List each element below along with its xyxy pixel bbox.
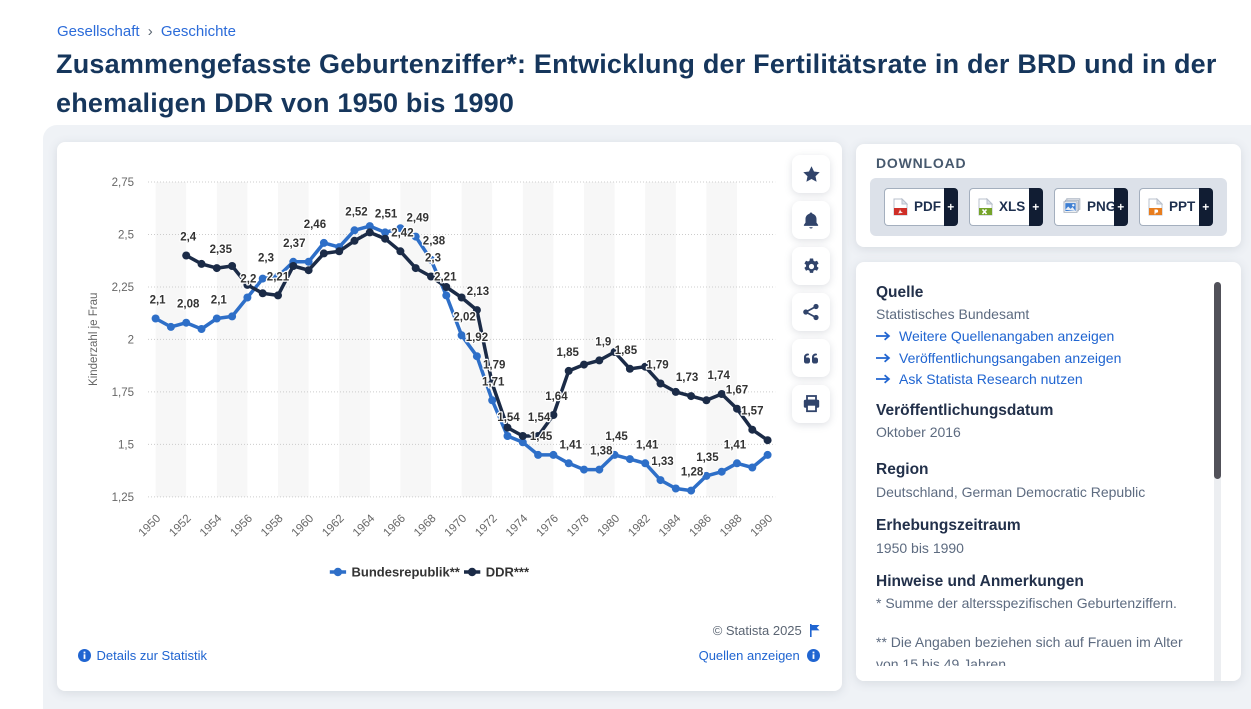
svg-text:2,42: 2,42	[391, 227, 413, 239]
svg-text:1984: 1984	[656, 512, 683, 539]
svg-text:1964: 1964	[350, 512, 377, 539]
svg-text:2,35: 2,35	[209, 244, 232, 256]
svg-text:1,71: 1,71	[482, 376, 505, 388]
svg-text:1,85: 1,85	[556, 346, 579, 358]
svg-text:1954: 1954	[197, 512, 224, 539]
svg-text:2,3: 2,3	[425, 252, 441, 264]
svg-text:1960: 1960	[289, 512, 316, 539]
svg-text:2,1: 2,1	[210, 294, 227, 306]
svg-text:1962: 1962	[320, 512, 347, 539]
svg-text:Kinderzahl je Frau: Kinderzahl je Frau	[88, 292, 100, 385]
svg-text:1,45: 1,45	[529, 430, 552, 442]
svg-text:1,41: 1,41	[559, 439, 582, 451]
svg-text:2,51: 2,51	[374, 208, 397, 220]
svg-text:2,21: 2,21	[434, 271, 457, 283]
svg-text:1956: 1956	[228, 512, 255, 539]
svg-text:2,49: 2,49	[406, 212, 428, 224]
svg-text:1,41: 1,41	[636, 439, 659, 451]
svg-text:1,54: 1,54	[497, 412, 520, 424]
svg-text:1988: 1988	[718, 512, 745, 539]
svg-text:1,57: 1,57	[741, 405, 763, 417]
svg-text:1,67: 1,67	[725, 384, 747, 396]
svg-text:1,35: 1,35	[696, 451, 719, 463]
svg-text:1966: 1966	[381, 512, 408, 539]
svg-text:2,13: 2,13	[466, 286, 488, 298]
svg-text:1,41: 1,41	[723, 439, 746, 451]
svg-text:1958: 1958	[259, 512, 286, 539]
svg-text:1972: 1972	[473, 512, 500, 539]
svg-text:2,38: 2,38	[422, 235, 445, 247]
svg-text:1,85: 1,85	[614, 344, 637, 356]
svg-text:1,79: 1,79	[646, 359, 668, 371]
svg-text:2,25: 2,25	[111, 282, 133, 294]
svg-text:1,38: 1,38	[590, 445, 613, 457]
svg-text:1978: 1978	[565, 512, 592, 539]
svg-text:1,75: 1,75	[111, 386, 133, 398]
svg-text:1,45: 1,45	[605, 430, 628, 442]
svg-text:1950: 1950	[136, 512, 163, 539]
svg-text:1,79: 1,79	[483, 359, 505, 371]
svg-text:DDR***: DDR***	[485, 564, 529, 579]
svg-text:2,08: 2,08	[177, 298, 200, 310]
svg-text:1,28: 1,28	[680, 466, 703, 478]
svg-text:1,25: 1,25	[111, 491, 133, 503]
svg-text:2,37: 2,37	[283, 237, 305, 249]
svg-text:1,9: 1,9	[595, 336, 611, 348]
svg-text:1,92: 1,92	[465, 332, 487, 344]
svg-text:1952: 1952	[167, 512, 194, 539]
svg-text:2,3: 2,3	[258, 252, 274, 264]
svg-text:2,21: 2,21	[266, 271, 289, 283]
svg-text:2,02: 2,02	[453, 311, 475, 323]
svg-text:1,64: 1,64	[545, 391, 568, 403]
svg-text:Bundesrepublik**: Bundesrepublik**	[351, 564, 460, 579]
svg-text:1980: 1980	[595, 512, 622, 539]
svg-text:1986: 1986	[687, 512, 714, 539]
svg-text:2: 2	[127, 334, 133, 346]
svg-text:2,1: 2,1	[149, 294, 166, 306]
svg-text:1970: 1970	[442, 512, 469, 539]
svg-text:1982: 1982	[626, 512, 653, 539]
svg-text:1,33: 1,33	[651, 456, 673, 468]
svg-text:2,4: 2,4	[180, 231, 197, 243]
svg-text:2,5: 2,5	[118, 229, 134, 241]
svg-text:1974: 1974	[503, 512, 530, 539]
svg-text:1,5: 1,5	[118, 439, 134, 451]
svg-text:1976: 1976	[534, 512, 561, 539]
svg-text:1990: 1990	[748, 512, 775, 539]
svg-text:1,73: 1,73	[675, 372, 697, 384]
svg-text:2,2: 2,2	[240, 273, 256, 285]
svg-text:2,46: 2,46	[303, 218, 325, 230]
svg-text:1,74: 1,74	[707, 370, 730, 382]
svg-text:1968: 1968	[412, 512, 439, 539]
svg-text:2,52: 2,52	[345, 206, 367, 218]
svg-text:2,75: 2,75	[111, 177, 133, 189]
svg-text:1,54: 1,54	[527, 412, 550, 424]
